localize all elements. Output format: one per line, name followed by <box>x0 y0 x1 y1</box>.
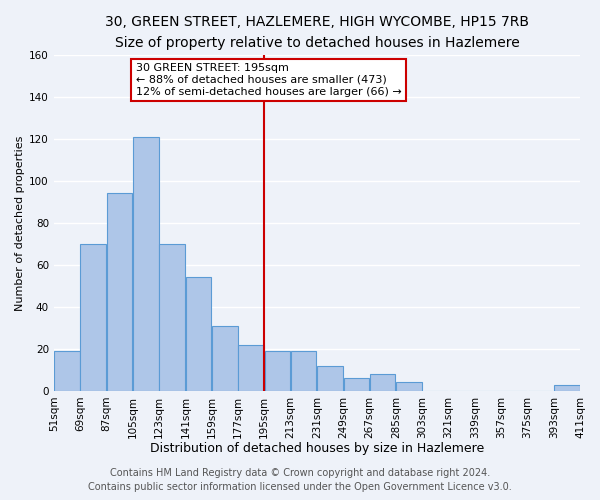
Bar <box>265 351 290 391</box>
Bar <box>160 244 185 391</box>
Bar <box>370 374 395 391</box>
Bar <box>54 351 80 391</box>
Y-axis label: Number of detached properties: Number of detached properties <box>15 135 25 310</box>
Title: 30, GREEN STREET, HAZLEMERE, HIGH WYCOMBE, HP15 7RB
Size of property relative to: 30, GREEN STREET, HAZLEMERE, HIGH WYCOMB… <box>105 15 529 50</box>
Bar <box>344 378 369 391</box>
Bar <box>317 366 343 391</box>
Bar <box>291 351 316 391</box>
Bar <box>107 194 133 391</box>
Bar <box>80 244 106 391</box>
Bar <box>186 278 211 391</box>
Bar <box>396 382 422 391</box>
Bar <box>554 384 580 391</box>
Text: 30 GREEN STREET: 195sqm
← 88% of detached houses are smaller (473)
12% of semi-d: 30 GREEN STREET: 195sqm ← 88% of detache… <box>136 64 401 96</box>
Bar <box>212 326 238 391</box>
Text: Contains HM Land Registry data © Crown copyright and database right 2024.
Contai: Contains HM Land Registry data © Crown c… <box>88 468 512 492</box>
Bar <box>133 137 158 391</box>
Bar <box>238 344 264 391</box>
X-axis label: Distribution of detached houses by size in Hazlemere: Distribution of detached houses by size … <box>150 442 484 455</box>
